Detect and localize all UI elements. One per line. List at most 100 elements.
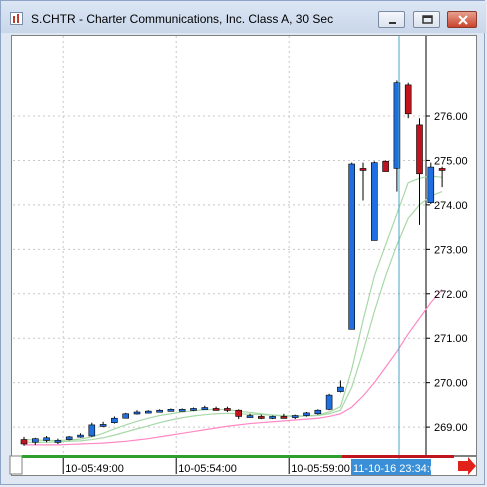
candle-body (201, 407, 209, 410)
candle-body (359, 168, 367, 171)
candle-body (280, 416, 288, 419)
candle-body (99, 424, 107, 427)
candle[interactable] (54, 438, 62, 444)
candlestick-chart[interactable]: 276.00 275.00 274.00 273.00 272.00 271.00 270.… (12, 36, 476, 475)
candle[interactable] (235, 409, 242, 420)
candle-body (145, 410, 152, 414)
candle-body (258, 416, 265, 419)
price-tick-label: 275.00 (434, 155, 468, 167)
candle[interactable] (427, 162, 435, 204)
candle[interactable] (269, 415, 276, 420)
time-tick-label: 10-05:49:00 (65, 463, 124, 475)
candle-body (438, 168, 446, 171)
candle[interactable] (77, 433, 84, 438)
time-tick-label: 10-05:54:00 (178, 463, 237, 475)
candle-body (212, 408, 220, 411)
maximize-button[interactable] (413, 11, 440, 28)
candle[interactable] (111, 416, 118, 424)
candle-body (235, 409, 242, 417)
candle[interactable] (370, 161, 378, 241)
candle[interactable] (167, 408, 175, 412)
candle-body (65, 436, 73, 440)
price-tick-label: 270.00 (434, 378, 468, 390)
candle[interactable] (359, 162, 367, 201)
candle[interactable] (246, 413, 254, 418)
candle[interactable] (178, 408, 186, 412)
price-tick-label: 271.00 (434, 333, 468, 345)
candle[interactable] (156, 409, 163, 413)
candle-body (190, 408, 197, 411)
candle-body (325, 394, 333, 410)
price-tick-label: 272.00 (434, 289, 468, 301)
candle[interactable] (224, 406, 231, 412)
candle[interactable] (258, 414, 265, 420)
candle[interactable] (190, 407, 197, 412)
candle[interactable] (393, 80, 401, 192)
candle[interactable] (88, 422, 96, 437)
candle-body (370, 162, 378, 241)
candle[interactable] (145, 410, 152, 414)
candles (20, 80, 446, 446)
candle-body (167, 409, 175, 412)
candle-body (393, 82, 401, 169)
candle[interactable] (404, 82, 412, 119)
candle[interactable] (99, 421, 107, 428)
minimize-icon (389, 22, 396, 24)
candle[interactable] (348, 162, 356, 330)
candle-body (111, 417, 118, 423)
candle-body (43, 437, 50, 441)
candle-body (133, 411, 141, 415)
candle[interactable] (438, 166, 446, 188)
candle-body (88, 424, 96, 437)
candle[interactable] (20, 436, 28, 446)
candle-body (416, 124, 423, 175)
candle-body (314, 409, 322, 415)
price-tick-label: 273.00 (434, 244, 468, 256)
candle[interactable] (314, 409, 322, 415)
candle[interactable] (212, 406, 220, 411)
candle-body (224, 408, 231, 411)
maximize-icon (422, 15, 433, 24)
candle[interactable] (65, 436, 73, 441)
moving-averages (23, 175, 443, 446)
candle[interactable] (291, 414, 299, 420)
candle-body (122, 413, 129, 419)
candle[interactable] (382, 160, 389, 172)
candle-body (404, 84, 412, 115)
candle[interactable] (31, 437, 39, 445)
ma-fast2-line (24, 190, 443, 443)
chart-app-icon (10, 12, 23, 25)
candle[interactable] (201, 405, 209, 410)
candle[interactable] (280, 413, 288, 419)
ma-slow-line (24, 288, 443, 446)
candle[interactable] (122, 412, 129, 419)
candle[interactable] (337, 380, 344, 393)
price-tick-label: 276.00 (434, 111, 468, 123)
candle-body (77, 434, 84, 438)
candle-body (156, 409, 163, 413)
candle-body (303, 412, 310, 416)
candle[interactable] (325, 393, 333, 411)
title-bar[interactable]: S.CHTR - Charter Communications, Inc. Cl… (1, 1, 486, 33)
window-title: S.CHTR - Charter Communications, Inc. Cl… (31, 12, 334, 26)
candle[interactable] (416, 118, 423, 225)
price-tick-label: 274.00 (434, 200, 468, 212)
candle[interactable] (43, 436, 50, 443)
candle-body (382, 161, 389, 172)
candle-body (178, 409, 186, 412)
candle-body (54, 440, 62, 443)
price-tick-label: 269.00 (434, 422, 468, 434)
chart-area[interactable]: 276.00 275.00 274.00 273.00 272.00 271.00 270.… (11, 35, 477, 476)
minimize-button[interactable] (378, 11, 405, 28)
close-button[interactable] (447, 11, 477, 28)
candle-body (31, 438, 39, 443)
candle-body (427, 166, 435, 203)
candle-body (246, 415, 254, 418)
cursor-time-label: 11-10-16 23:34:00 (353, 463, 442, 475)
candle[interactable] (303, 412, 310, 417)
ma-fast-line (23, 175, 443, 442)
candle[interactable] (133, 410, 141, 415)
time-axis: 10-05:49:00 10-05:54:00 10-05:59:00 11-10-1… (62, 456, 442, 475)
close-icon (458, 15, 468, 25)
